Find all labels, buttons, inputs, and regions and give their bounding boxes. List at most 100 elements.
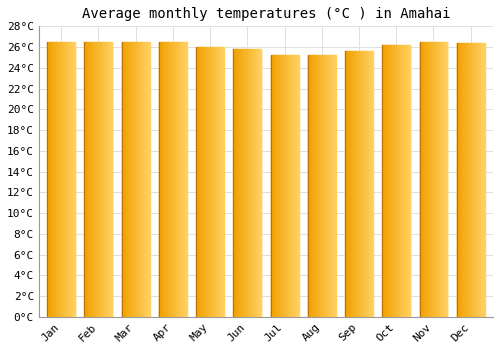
Bar: [407, 45, 408, 317]
Bar: [220, 47, 222, 317]
Bar: [165, 42, 166, 317]
Bar: [98, 42, 99, 317]
Bar: [292, 55, 293, 317]
Bar: [309, 55, 310, 317]
Bar: [394, 45, 395, 317]
Bar: [325, 55, 326, 317]
Bar: [426, 42, 427, 317]
Bar: [68, 42, 69, 317]
Bar: [57, 42, 58, 317]
Bar: [130, 42, 131, 317]
Bar: [170, 42, 171, 317]
Bar: [477, 43, 478, 317]
Bar: [254, 49, 255, 317]
Bar: [48, 42, 49, 317]
Bar: [274, 55, 275, 317]
Bar: [405, 45, 406, 317]
Bar: [310, 55, 311, 317]
Bar: [238, 49, 239, 317]
Bar: [236, 49, 238, 317]
Bar: [311, 55, 312, 317]
Bar: [368, 51, 369, 317]
Bar: [172, 42, 173, 317]
Bar: [110, 42, 111, 317]
Bar: [109, 42, 110, 317]
Bar: [201, 47, 202, 317]
Bar: [99, 42, 100, 317]
Bar: [58, 42, 59, 317]
Bar: [216, 47, 217, 317]
Bar: [396, 45, 397, 317]
Bar: [183, 42, 184, 317]
Bar: [352, 51, 353, 317]
Bar: [139, 42, 140, 317]
Bar: [395, 45, 396, 317]
Bar: [138, 42, 139, 317]
Bar: [127, 42, 128, 317]
Bar: [176, 42, 177, 317]
Bar: [478, 43, 479, 317]
Bar: [202, 47, 203, 317]
Bar: [125, 42, 126, 317]
Bar: [146, 42, 147, 317]
Bar: [327, 55, 328, 317]
Bar: [406, 45, 407, 317]
Bar: [330, 55, 332, 317]
Bar: [314, 55, 315, 317]
Bar: [73, 42, 74, 317]
Bar: [63, 42, 64, 317]
Bar: [223, 47, 224, 317]
Bar: [217, 47, 218, 317]
Bar: [435, 42, 436, 317]
Bar: [69, 42, 70, 317]
Bar: [278, 55, 279, 317]
Bar: [320, 55, 321, 317]
Bar: [427, 42, 428, 317]
Bar: [71, 42, 72, 317]
Bar: [350, 51, 351, 317]
Bar: [402, 45, 403, 317]
Bar: [279, 55, 280, 317]
Bar: [348, 51, 349, 317]
Bar: [131, 42, 132, 317]
Bar: [88, 42, 89, 317]
Bar: [149, 42, 150, 317]
Bar: [161, 42, 162, 317]
Bar: [289, 55, 290, 317]
Bar: [86, 42, 87, 317]
Bar: [287, 55, 288, 317]
Bar: [182, 42, 183, 317]
Bar: [215, 47, 216, 317]
Bar: [257, 49, 258, 317]
Bar: [159, 42, 160, 317]
Bar: [465, 43, 466, 317]
Bar: [464, 43, 465, 317]
Bar: [47, 42, 48, 317]
Bar: [363, 51, 364, 317]
Bar: [59, 42, 60, 317]
Bar: [253, 49, 254, 317]
Bar: [370, 51, 372, 317]
Bar: [474, 43, 475, 317]
Bar: [472, 43, 473, 317]
Bar: [122, 42, 123, 317]
Bar: [282, 55, 283, 317]
Bar: [180, 42, 181, 317]
Bar: [105, 42, 106, 317]
Bar: [72, 42, 73, 317]
Bar: [429, 42, 430, 317]
Bar: [103, 42, 104, 317]
Bar: [280, 55, 281, 317]
Bar: [397, 45, 398, 317]
Bar: [175, 42, 176, 317]
Bar: [420, 42, 421, 317]
Bar: [198, 47, 199, 317]
Bar: [111, 42, 112, 317]
Bar: [358, 51, 359, 317]
Bar: [108, 42, 109, 317]
Bar: [135, 42, 136, 317]
Bar: [445, 42, 446, 317]
Bar: [62, 42, 63, 317]
Bar: [354, 51, 355, 317]
Bar: [446, 42, 447, 317]
